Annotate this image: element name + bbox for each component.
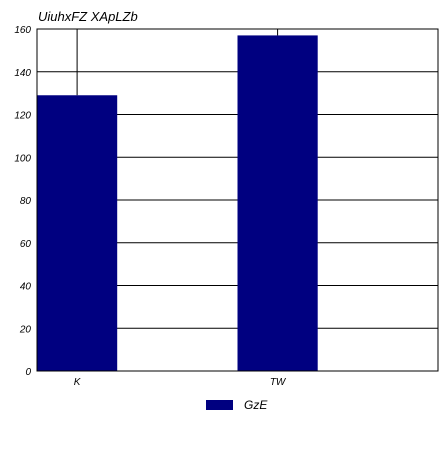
legend-label: GzE xyxy=(244,398,268,412)
y-tick-label: 160 xyxy=(14,25,31,36)
y-tick-label: 100 xyxy=(14,153,31,164)
y-axis-ticks: 0 20 40 60 80 100 120 140 160 xyxy=(14,25,31,378)
y-tick-label: 20 xyxy=(19,324,32,335)
legend: GzE xyxy=(206,398,268,412)
plot-frame xyxy=(36,28,439,372)
legend-swatch xyxy=(206,400,233,410)
y-tick-label: 60 xyxy=(20,239,32,250)
y-tick-label: 120 xyxy=(14,111,31,122)
bar-k xyxy=(37,95,118,371)
bars xyxy=(37,35,318,371)
y-tick-label: 40 xyxy=(20,282,32,293)
error-bars xyxy=(76,29,279,96)
x-tick-label: TW xyxy=(270,377,287,388)
y-tick-label: 80 xyxy=(20,196,32,207)
bar-tw xyxy=(237,35,318,371)
chart-title: UiuhxFZ XApLZb xyxy=(38,9,138,24)
y-tick-label: 0 xyxy=(25,367,31,378)
y-tick-label: 140 xyxy=(14,68,31,79)
x-axis-ticks: K TW xyxy=(74,377,287,388)
x-tick-label: K xyxy=(74,377,82,388)
